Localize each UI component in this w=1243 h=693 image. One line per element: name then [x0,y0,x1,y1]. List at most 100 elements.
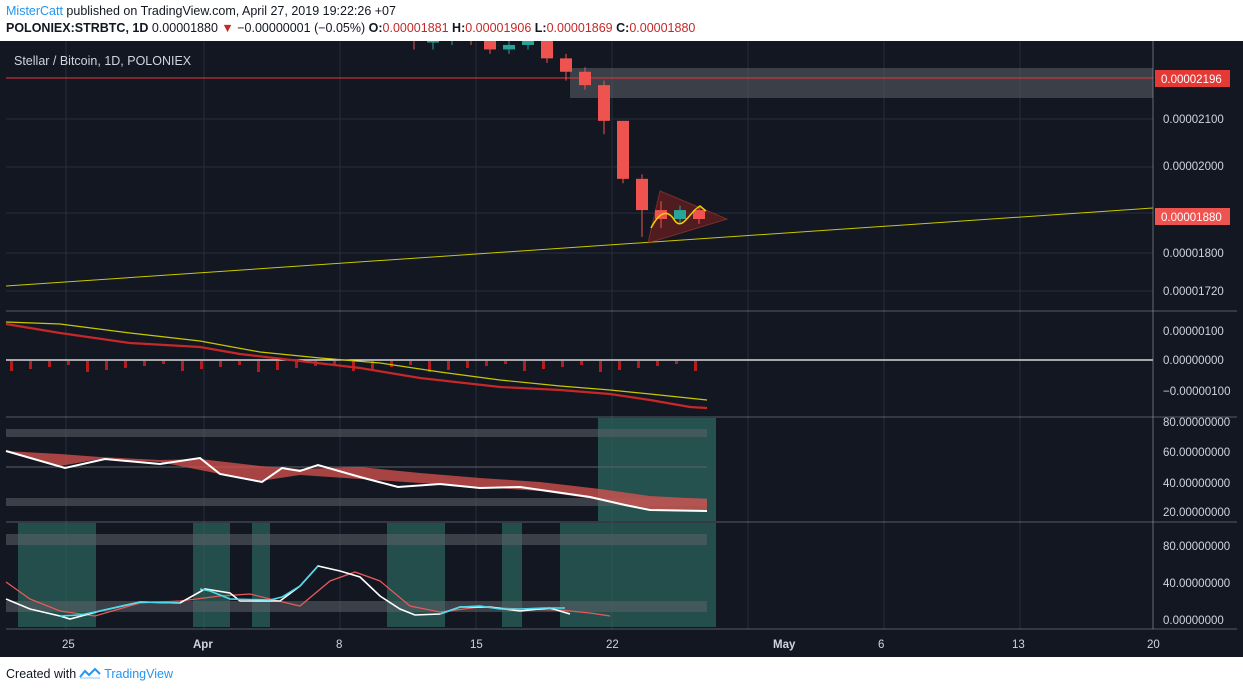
macd-histogram-bar [257,361,260,372]
stoch-axis-label: 0.00000000 [1163,615,1224,627]
macd-histogram-bar [276,361,279,370]
macd-histogram-bar [542,361,545,369]
macd-histogram-bar [694,361,697,371]
candle-body [560,58,572,72]
candle-body [598,85,610,121]
stoch-band-upper [6,534,707,545]
last-price: 0.00001880 [151,21,218,35]
macd-histogram-bar [124,361,127,368]
high-label: H: [452,21,466,35]
macd-histogram-bar [86,361,89,372]
author-link[interactable]: MisterCatt [6,4,63,18]
candle-body [541,41,553,59]
tradingview-link[interactable]: TradingView [104,667,173,681]
candle-body [427,41,439,43]
macd-histogram-bar [485,361,488,366]
time-axis-label: 6 [878,639,884,651]
macd-histogram-bar [523,361,526,371]
macd-histogram-bar [675,361,678,364]
macd-histogram-bar [352,361,355,371]
time-axis-label: 8 [336,639,342,651]
last-price-label: 0.00001880 [1161,212,1222,224]
macd-histogram-bar [295,361,298,368]
resistance-price-label: 0.00002196 [1161,74,1222,86]
resistance-price-tag [1155,70,1230,87]
macd-histogram-bar [200,361,203,369]
close-value: 0.00001880 [629,21,696,35]
macd-histogram-bar [409,361,412,365]
stoch-k-cyan-segment [59,601,181,617]
macd-histogram-bar [599,361,602,372]
price-axis-label: 0.00001720 [1163,286,1224,298]
macd-histogram-bar [447,361,450,370]
footer: Created with TradingView [6,667,173,681]
candle-body [636,178,648,211]
time-axis-label: 22 [606,639,619,651]
price-axis-label: 0.00001800 [1163,248,1224,260]
stoch-axis-label: 40.00000000 [1163,578,1230,590]
resistance-zone [570,68,1153,98]
macd-histogram-bar [637,361,640,368]
symbol-info: POLONIEX:STRBTC, 1D 0.00001880 ▼ −0.0000… [6,21,695,35]
macd-histogram-bar [143,361,146,366]
time-axis-label: Apr [193,639,213,651]
time-axis-label: 15 [470,639,483,651]
rsi-line [5,450,708,512]
macd-histogram-bar [504,361,507,364]
macd-axis-label: 0.00000100 [1163,326,1224,338]
time-axis-label: 13 [1012,639,1025,651]
stoch-k-cyan-segment [199,565,319,601]
candle-body [674,210,686,219]
candlestick-series [413,41,705,237]
rsi-axis-label: 80.00000000 [1163,417,1230,429]
macd-histogram-bar [67,361,70,365]
rsi-axis-label: 20.00000000 [1163,507,1230,519]
chart-grid [6,41,1153,629]
macd-histogram-bar [390,361,393,367]
macd-histogram-bar [618,361,621,370]
candle-body [503,44,515,50]
rsi-band-upper [6,429,707,437]
candle-body [693,210,705,219]
stoch-k-cyan-segment [439,605,565,615]
chart-area[interactable]: Stellar / Bitcoin, 1D, POLONIEX 0.000021… [0,41,1243,657]
macd-histogram-bar [181,361,184,371]
macd-histogram-bar [561,361,564,367]
candle-body [617,120,629,179]
macd-histogram-bar [428,361,431,372]
low-value: 0.00001869 [546,21,613,35]
macd-histogram-bar [333,361,336,364]
rsi-band-lower [6,498,707,506]
pennant-wave [650,205,707,229]
publish-info: MisterCatt published on TradingView.com,… [6,4,396,18]
macd-histogram-bar [371,361,374,369]
time-axis-label: 25 [62,639,75,651]
macd-histogram-bar [219,361,222,367]
macd-histogram-bar [656,361,659,366]
time-axis-label: May [773,639,796,651]
macd-histogram-bar [162,361,165,364]
change-arrow-icon: ▼ [221,21,234,35]
low-label: L: [534,21,547,35]
last-price-tag [1155,208,1230,225]
rsi-axis-label: 40.00000000 [1163,478,1230,490]
pennant-pattern [647,190,729,244]
price-change: −0.00000001 (−0.05%) [237,21,366,35]
publish-text: published on TradingView.com, April 27, … [62,4,396,18]
macd-histogram-bar [10,361,13,371]
macd-histogram-bar [48,361,51,367]
macd-line [5,322,708,410]
macd-histogram [10,361,697,372]
macd-histogram-bar [105,361,108,370]
symbol-name: POLONIEX:STRBTC, 1D [6,21,149,35]
stoch-axis-label: 80.00000000 [1163,541,1230,553]
candle-body [522,41,534,45]
macd-axis-label: 0.00000000 [1163,355,1224,367]
macd-axis-label: −0.00000100 [1163,386,1230,398]
macd-histogram-bar [466,361,469,368]
macd-histogram-bar [29,361,32,369]
rsi-axis-label: 60.00000000 [1163,447,1230,459]
stoch-band-lower [6,601,707,612]
open-label: O: [368,21,383,35]
macd-histogram-bar [238,361,241,365]
